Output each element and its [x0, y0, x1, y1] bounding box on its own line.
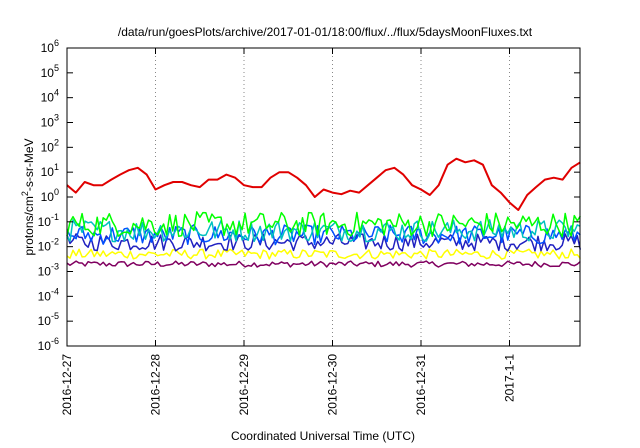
- y-tick-label-6: 100: [41, 187, 59, 204]
- series-layer: [66, 157, 582, 268]
- y-tick-label-3: 103: [41, 113, 59, 130]
- x-tick-label-3: 2016-12-30: [326, 354, 340, 416]
- y-tick-label-11: 10-5: [38, 311, 59, 328]
- plot-frame: [66, 47, 581, 347]
- grid-lines: [66, 48, 510, 346]
- series-line-5: [66, 248, 581, 260]
- y-tick-label-10: 10-4: [38, 286, 59, 303]
- y-tick-label-4: 102: [41, 137, 59, 154]
- y-axis-ticks: 106 105 104 103 102 101 100 10-1 10-2 10-3 10-4 10-…: [38, 38, 580, 353]
- series-line-0: [66, 157, 581, 211]
- x-tick-label-4: 2016-12-31: [414, 354, 428, 416]
- y-tick-label-12: 10-6: [38, 336, 59, 353]
- y-tick-label-8: 10-2: [38, 237, 59, 254]
- y-axis-label-main: protons/cm: [22, 196, 36, 255]
- series-line-2: [66, 219, 581, 243]
- chart-title: /data/run/goesPlots/archive/2017-01-01/1…: [118, 25, 533, 39]
- y-tick-label-2: 104: [41, 88, 59, 105]
- y-tick-label-5: 101: [41, 162, 59, 179]
- y-axis-label-sup: 2: [20, 191, 30, 196]
- x-tick-label-5: 2017-1-1: [503, 354, 517, 402]
- y-axis-label: protons/cm2-s-sr-MeV: [20, 138, 36, 255]
- series-line-3: [66, 224, 581, 246]
- x-tick-label-2: 2016-12-29: [237, 354, 251, 416]
- y-tick-label-7: 10-1: [38, 212, 59, 229]
- y-tick-label-1: 105: [41, 63, 59, 80]
- x-tick-label-0: 2016-12-27: [60, 354, 74, 416]
- x-axis-label: Coordinated Universal Time (UTC): [231, 429, 415, 443]
- series-line-6: [66, 260, 581, 268]
- x-tick-label-1: 2016-12-28: [149, 354, 163, 416]
- y-axis-label-rest: -s-sr-MeV: [22, 138, 36, 191]
- y-tick-label-9: 10-3: [38, 262, 59, 279]
- x-axis-ticks: 2016-12-27 2016-12-28 2016-12-29 2016-12-30…: [60, 48, 517, 415]
- series-line-1: [66, 211, 581, 238]
- y-tick-label-0: 106: [41, 38, 59, 55]
